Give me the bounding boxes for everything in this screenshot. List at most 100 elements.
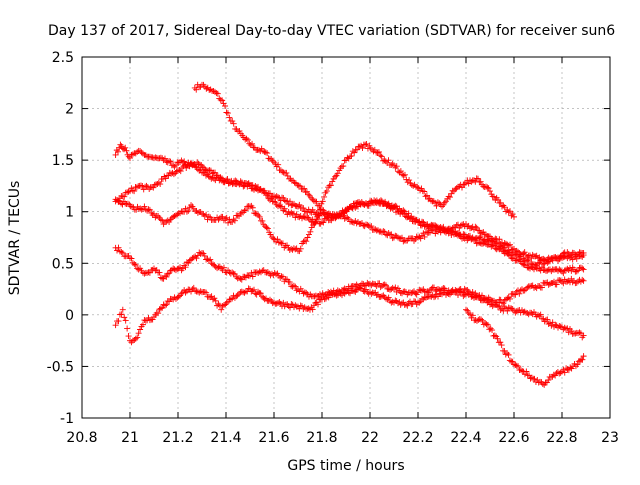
data-point bbox=[463, 306, 469, 313]
x-tick-labels: 20.8 21 21.2 21.4 21.6 21.8 22 22.2 22.4 22.6 22.8… bbox=[66, 430, 619, 446]
data-point bbox=[300, 290, 307, 297]
data-point bbox=[527, 252, 533, 259]
data-point bbox=[483, 183, 489, 190]
data-point bbox=[491, 332, 498, 339]
data-point bbox=[523, 286, 529, 293]
data-point bbox=[480, 240, 487, 247]
data-point bbox=[115, 148, 121, 155]
data-point bbox=[520, 250, 527, 257]
data-point bbox=[428, 227, 435, 234]
data-point bbox=[166, 298, 173, 305]
data-point bbox=[177, 264, 184, 271]
data-point bbox=[580, 266, 587, 273]
data-point bbox=[211, 175, 217, 182]
data-point bbox=[436, 226, 443, 233]
data-point bbox=[236, 127, 243, 134]
data-point bbox=[368, 282, 375, 289]
data-point bbox=[259, 293, 265, 300]
data-point bbox=[212, 169, 219, 176]
data-point bbox=[580, 277, 587, 284]
data-point bbox=[371, 146, 378, 153]
data-point bbox=[163, 301, 170, 308]
data-point bbox=[260, 294, 267, 301]
data-point bbox=[377, 152, 384, 159]
y-tick-labels: -1 -0.5 0 0.5 1 1.5 2 2.5 bbox=[47, 50, 74, 427]
data-point bbox=[568, 267, 575, 274]
data-point bbox=[403, 210, 409, 217]
data-point bbox=[368, 290, 375, 297]
data-point bbox=[146, 317, 153, 324]
x-tick-label: 21.8 bbox=[306, 430, 337, 446]
data-point bbox=[449, 225, 456, 232]
data-point bbox=[528, 374, 535, 381]
data-point bbox=[146, 269, 153, 276]
data-point bbox=[414, 184, 421, 191]
data-point bbox=[499, 247, 505, 254]
data-point bbox=[478, 316, 485, 323]
data-point bbox=[497, 339, 504, 346]
data-point bbox=[473, 224, 480, 231]
data-point bbox=[188, 202, 195, 209]
data-point bbox=[512, 362, 519, 369]
data-point bbox=[552, 321, 559, 328]
axis-ticks bbox=[81, 56, 611, 419]
data-point bbox=[183, 208, 190, 215]
data-point bbox=[297, 245, 304, 252]
data-point bbox=[162, 175, 169, 182]
data-point bbox=[238, 276, 245, 283]
data-point bbox=[236, 181, 243, 188]
data-point bbox=[519, 368, 526, 375]
data-point bbox=[271, 269, 278, 276]
data-point bbox=[336, 288, 343, 295]
data-point bbox=[433, 202, 440, 209]
data-point bbox=[231, 217, 238, 224]
data-point bbox=[551, 266, 557, 273]
data-point bbox=[385, 200, 392, 207]
y-tick-label: 2 bbox=[65, 102, 74, 118]
data-point bbox=[157, 305, 164, 312]
data-point bbox=[121, 314, 128, 321]
data-point bbox=[548, 322, 555, 329]
data-point bbox=[496, 236, 503, 243]
data-point bbox=[469, 312, 476, 319]
data-point bbox=[230, 120, 237, 127]
data-point bbox=[205, 257, 212, 264]
data-point bbox=[489, 303, 496, 310]
data-point bbox=[515, 363, 522, 370]
data-point bbox=[359, 220, 365, 227]
data-point bbox=[190, 254, 197, 261]
data-point bbox=[320, 219, 327, 226]
data-point bbox=[484, 184, 491, 191]
data-point bbox=[494, 335, 501, 342]
data-point bbox=[353, 281, 360, 288]
x-tick-label: 21.4 bbox=[210, 430, 241, 446]
data-point bbox=[234, 292, 241, 299]
data-point bbox=[129, 203, 136, 210]
data-point bbox=[423, 192, 430, 199]
data-point bbox=[272, 161, 279, 168]
data-point bbox=[547, 320, 553, 327]
y-axis-label: SDTVAR / TECUs bbox=[7, 181, 23, 296]
data-point bbox=[373, 283, 380, 290]
data-point bbox=[544, 279, 551, 286]
data-point bbox=[560, 270, 567, 277]
data-point bbox=[227, 296, 234, 303]
data-point bbox=[170, 213, 177, 220]
data-point bbox=[247, 203, 253, 210]
data-point bbox=[521, 287, 528, 294]
data-point bbox=[391, 162, 397, 169]
data-point bbox=[297, 183, 304, 190]
data-point bbox=[393, 288, 400, 295]
data-point bbox=[527, 283, 533, 290]
data-point bbox=[349, 219, 356, 226]
data-point bbox=[240, 289, 247, 296]
data-point bbox=[559, 255, 565, 262]
data-point bbox=[256, 268, 263, 275]
data-point bbox=[244, 136, 251, 143]
data-point bbox=[241, 207, 248, 214]
data-point bbox=[156, 306, 163, 313]
data-point bbox=[353, 220, 360, 227]
data-point bbox=[336, 167, 343, 174]
data-point bbox=[243, 179, 249, 186]
data-point bbox=[486, 326, 493, 333]
